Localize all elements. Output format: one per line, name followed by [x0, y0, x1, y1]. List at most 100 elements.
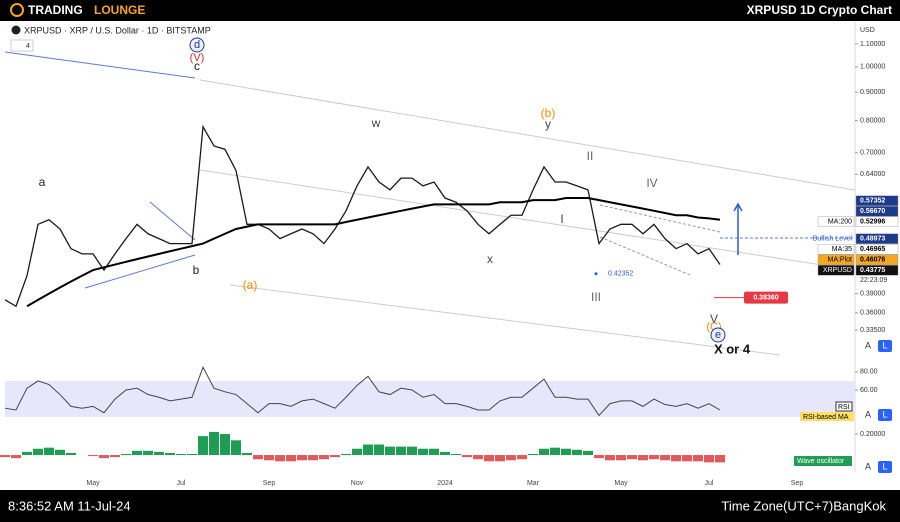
- annotation-label: 0.38360: [753, 294, 778, 301]
- y-tick-label: 1.10000: [860, 41, 885, 48]
- button-l-box[interactable]: [878, 409, 892, 421]
- rsi-tag: RSI: [838, 404, 850, 411]
- price-marker-label: 0.46076: [860, 257, 885, 264]
- price-marker: [855, 206, 899, 217]
- y-tick-label: 0.36000: [860, 310, 885, 317]
- histogram-bar: [220, 434, 230, 456]
- price-marker-label: 0.57352: [860, 198, 885, 205]
- wave-label: w: [371, 116, 381, 130]
- histogram-bar: [627, 455, 637, 460]
- series-line: [4, 366, 721, 417]
- marker-name: Bullish Level: [813, 236, 853, 243]
- histogram-bar: [396, 446, 406, 456]
- arrow-head: [733, 202, 743, 212]
- button-l[interactable]: L: [882, 340, 887, 350]
- logo-left: TRADING: [28, 3, 83, 17]
- annotation-dot: [594, 272, 598, 276]
- button-l-box[interactable]: [878, 461, 892, 473]
- histogram-bar: [616, 455, 626, 461]
- rsi-band: [5, 381, 855, 417]
- indicator-toggle[interactable]: [10, 39, 34, 52]
- histogram-bar: [143, 450, 153, 456]
- price-marker: [855, 216, 899, 227]
- price-marker: [855, 195, 899, 206]
- wave-label: a: [39, 175, 46, 189]
- histogram-bar: [44, 447, 54, 456]
- x-tick-label: Jul: [705, 480, 714, 487]
- wedge-line: [599, 236, 691, 276]
- y-tick-label: 0.39000: [860, 290, 885, 297]
- histogram-bar: [374, 444, 384, 456]
- histogram-bar: [671, 455, 681, 462]
- price-marker: [855, 254, 899, 265]
- button-l[interactable]: L: [882, 461, 887, 471]
- histogram-bar: [231, 440, 241, 456]
- rsi-ma-tag: RSI-based MA: [803, 414, 849, 421]
- top-bar: [0, 0, 900, 21]
- histogram-bar: [110, 455, 120, 458]
- histogram-bar: [484, 455, 494, 462]
- annotation-box: [744, 291, 788, 304]
- marker-name: MA:Plot: [827, 257, 852, 264]
- histogram-bar: [176, 453, 186, 456]
- button-a[interactable]: A: [865, 340, 871, 350]
- x-tick-label: May: [614, 480, 628, 487]
- histogram-bar: [297, 455, 307, 461]
- histogram-bar: [286, 455, 296, 462]
- histogram-bar: [572, 449, 582, 456]
- histogram-bar: [451, 453, 461, 456]
- histogram-bar: [187, 453, 197, 456]
- y-tick-label: 0.80000: [860, 117, 885, 124]
- histogram-bar: [429, 448, 439, 456]
- histogram-bar: [660, 455, 670, 461]
- button-l[interactable]: L: [882, 409, 887, 419]
- histogram-bar: [242, 452, 252, 456]
- histogram-bar: [418, 448, 428, 456]
- price-marker-label: 0.56670: [860, 208, 885, 215]
- button-a[interactable]: A: [865, 461, 871, 471]
- histogram-bar: [517, 455, 527, 460]
- wave-label: (b): [541, 106, 556, 120]
- marker-name-box: [817, 244, 855, 255]
- histogram-bar: [682, 455, 692, 462]
- y-tick-label: 1.00000: [860, 64, 885, 71]
- histogram-bar: [550, 447, 560, 456]
- histogram-bar: [11, 455, 21, 459]
- button-a[interactable]: A: [865, 409, 871, 419]
- symbol: XRPUSD · XRP / U.S. Dollar · 1D · BITSTA…: [24, 25, 211, 35]
- wave-label: II: [587, 149, 594, 163]
- channel-upper: [199, 79, 856, 191]
- histogram-bar: [0, 455, 10, 458]
- histogram-bar: [506, 455, 516, 461]
- x-tick-label: Sep: [791, 480, 804, 487]
- histogram-bar: [121, 453, 131, 456]
- histogram-bar: [154, 451, 164, 456]
- wave-label: III: [591, 290, 601, 304]
- x-tick-label: Jul: [177, 480, 186, 487]
- triangle-line: [149, 201, 196, 241]
- histogram-bar: [264, 455, 274, 461]
- wave-label: (a): [243, 278, 258, 292]
- currency: USD: [860, 27, 875, 34]
- histogram-bar: [605, 455, 615, 461]
- wave-label: y: [545, 117, 551, 131]
- marker-name: MA:200: [828, 219, 852, 226]
- histogram-bar: [561, 448, 571, 456]
- histogram-bar: [66, 452, 76, 456]
- histogram-bar: [319, 455, 329, 460]
- wave-label: c: [194, 59, 200, 73]
- button-l-box[interactable]: [878, 340, 892, 352]
- wave-label: e: [715, 329, 721, 341]
- histogram-bar: [539, 448, 549, 456]
- wave-label: I: [560, 212, 563, 226]
- histogram-bar: [209, 431, 219, 456]
- histogram-bar: [495, 455, 505, 462]
- osc-tag-box: [794, 456, 852, 466]
- y-tick-label: 0.70000: [860, 150, 885, 157]
- histogram-bar: [594, 455, 604, 459]
- wave-label: x: [487, 252, 493, 266]
- wave-label: V: [710, 312, 718, 326]
- histogram-bar: [462, 455, 472, 458]
- page-title: XRPUSD 1D Crypto Chart: [747, 3, 892, 17]
- price-marker-label: 0.48973: [860, 236, 885, 243]
